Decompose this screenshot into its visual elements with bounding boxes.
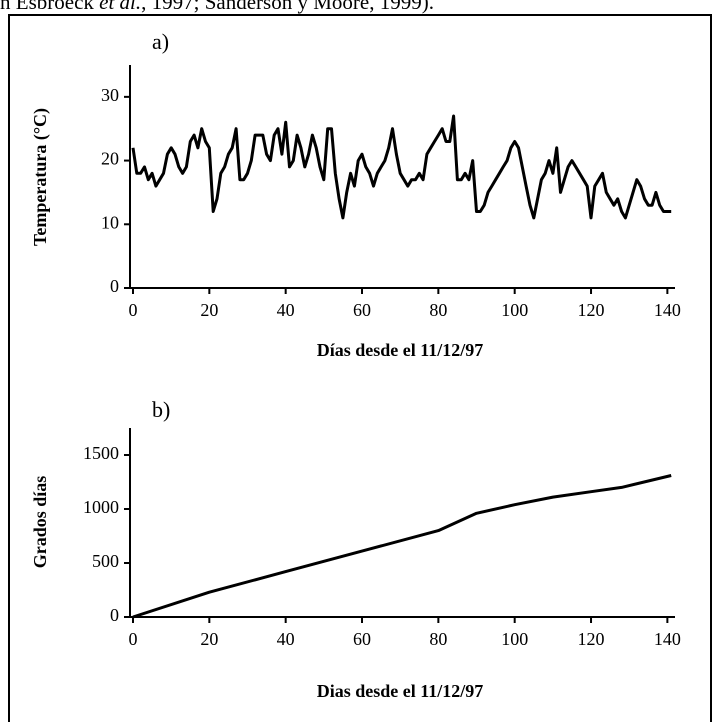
data-line (131, 114, 672, 220)
y-tick-label: 20 (101, 149, 119, 169)
header-part: n Esbroeck (0, 0, 99, 14)
y-tick-label: 0 (110, 605, 119, 625)
x-tick-label: 60 (353, 629, 371, 649)
y-tick-label: 1000 (83, 497, 119, 517)
x-tick-label: 140 (654, 300, 681, 320)
x-tick-label: 60 (353, 300, 371, 320)
x-axis-label: Dias desde el 11/12/97 (317, 681, 484, 701)
y-tick-label: 1500 (83, 443, 119, 463)
data-line (132, 474, 672, 619)
x-tick-label: 80 (429, 300, 447, 320)
header-part: , 1997; Sanderson y Moore, 1999). (141, 0, 434, 14)
chart-title: a) (152, 29, 169, 54)
x-tick-label: 0 (129, 629, 138, 649)
x-tick-label: 120 (578, 300, 605, 320)
header-part: et al. (99, 0, 141, 14)
y-axis-label: Temperatura (°C) (30, 108, 51, 246)
chart-title: b) (152, 397, 170, 422)
x-tick-label: 120 (578, 629, 605, 649)
x-tick-label: 40 (277, 300, 295, 320)
header-text: n Esbroeck et al., 1997; Sanderson y Moo… (0, 0, 434, 14)
x-tick-label: 20 (200, 629, 218, 649)
x-tick-label: 100 (501, 300, 528, 320)
y-axis-label: Grados días (30, 476, 50, 569)
x-tick-label: 40 (277, 629, 295, 649)
x-tick-label: 0 (129, 300, 138, 320)
x-tick-label: 100 (501, 629, 528, 649)
y-tick-label: 30 (101, 85, 119, 105)
x-axis-label: Días desde el 11/12/97 (317, 340, 484, 360)
x-tick-label: 20 (200, 300, 218, 320)
y-tick-label: 10 (101, 212, 119, 232)
x-tick-label: 140 (654, 629, 681, 649)
frame (8, 14, 712, 722)
y-tick-label: 500 (92, 551, 119, 571)
y-tick-label: 0 (110, 276, 119, 296)
x-tick-label: 80 (429, 629, 447, 649)
